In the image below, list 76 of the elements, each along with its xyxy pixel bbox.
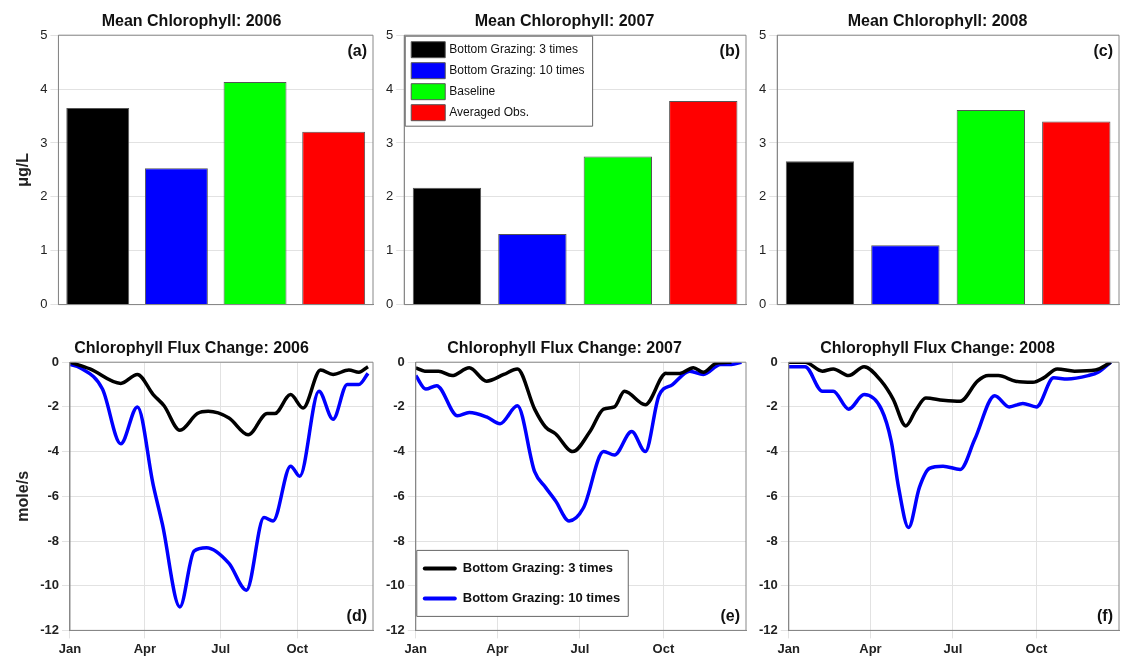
annotation: (d) xyxy=(346,606,367,624)
x-tick-label: Oct xyxy=(652,640,675,656)
annotation: (a) xyxy=(347,41,367,59)
chart-title: Mean Chlorophyll: 2006 xyxy=(101,12,282,30)
y-tick-label: 3 xyxy=(386,134,394,150)
x-tick-label: Oct xyxy=(286,640,309,656)
legend-label: Bottom Grazing: 10 times xyxy=(449,63,585,78)
y-tick-label: 4 xyxy=(40,80,48,96)
y-tick-label: 5 xyxy=(759,26,767,42)
y-tick-label: 4 xyxy=(759,80,767,96)
x-tick-label: Oct xyxy=(1025,640,1048,656)
y-tick-label: 0 xyxy=(397,353,405,369)
y-tick-label: -12 xyxy=(40,621,59,637)
y-axis-title: mole/s xyxy=(14,470,32,522)
y-tick-label: -2 xyxy=(766,398,778,414)
x-tick-label: Jan xyxy=(58,640,82,656)
y-tick-label: -2 xyxy=(393,398,405,414)
x-tick-label: Jul xyxy=(211,640,231,656)
line-series xyxy=(788,362,1113,530)
line-series xyxy=(788,362,1113,428)
y-tick-label: 2 xyxy=(386,188,394,204)
y-tick-label: -6 xyxy=(766,487,778,503)
y-tick-label: -8 xyxy=(47,532,59,548)
y-tick-label: -4 xyxy=(47,443,60,459)
legend-label: Averaged Obs. xyxy=(449,105,530,120)
y-tick-label: 5 xyxy=(40,26,48,42)
line-series xyxy=(415,362,734,454)
y-tick-label: 0 xyxy=(770,353,778,369)
y-tick-label: -12 xyxy=(758,621,778,637)
y-tick-label: -10 xyxy=(40,577,59,593)
y-tick-label: 0 xyxy=(40,296,48,312)
legend-label: Bottom Grazing: 3 times xyxy=(449,42,578,57)
y-tick-label: 5 xyxy=(386,26,394,42)
y-axis-title: μg/L xyxy=(14,152,32,187)
y-tick-label: -6 xyxy=(393,487,405,503)
y-tick-label: 0 xyxy=(386,296,394,312)
line-series xyxy=(69,362,370,437)
y-tick-label: 3 xyxy=(759,134,767,150)
x-tick-label: Jul xyxy=(570,640,590,656)
annotation: (b) xyxy=(719,41,740,59)
x-tick-label: Apr xyxy=(859,640,882,656)
annotation: (e) xyxy=(720,606,740,624)
chart-title: Mean Chlorophyll: 2007 xyxy=(474,12,655,30)
legend-label: Bottom Grazing: 3 times xyxy=(462,559,614,575)
line-series xyxy=(69,362,370,609)
y-tick-label: -10 xyxy=(385,577,405,593)
annotation: (f) xyxy=(1097,606,1113,624)
chart-title: Chlorophyll Flux Change: 2006 xyxy=(74,339,309,357)
y-tick-label: 3 xyxy=(40,134,48,150)
legend-label: Baseline xyxy=(449,84,496,99)
y-tick-label: 2 xyxy=(759,188,767,204)
y-tick-label: -4 xyxy=(393,443,406,459)
legend-label: Bottom Grazing: 10 times xyxy=(462,589,621,605)
chart-title: Chlorophyll Flux Change: 2007 xyxy=(447,339,682,357)
y-tick-label: -12 xyxy=(385,621,405,637)
y-tick-label: 1 xyxy=(40,242,48,258)
x-tick-label: Jul xyxy=(943,640,963,656)
y-tick-label: -8 xyxy=(766,532,778,548)
x-tick-label: Apr xyxy=(133,640,157,656)
y-tick-label: -4 xyxy=(766,443,779,459)
y-tick-label: 4 xyxy=(386,80,394,96)
x-tick-label: Apr xyxy=(486,640,509,656)
annotation: (c) xyxy=(1093,41,1113,59)
y-tick-label: 0 xyxy=(759,296,767,312)
y-tick-label: -10 xyxy=(758,577,778,593)
y-tick-label: 1 xyxy=(759,242,767,258)
y-tick-label: -8 xyxy=(393,532,405,548)
y-tick-label: 0 xyxy=(51,353,59,369)
y-tick-label: -6 xyxy=(47,487,59,503)
y-tick-label: 1 xyxy=(386,242,394,258)
y-tick-label: 2 xyxy=(40,188,48,204)
x-tick-label: Jan xyxy=(777,640,801,656)
y-tick-label: -2 xyxy=(47,398,59,414)
chart-title: Chlorophyll Flux Change: 2008 xyxy=(820,339,1055,357)
chart-title: Mean Chlorophyll: 2008 xyxy=(847,12,1028,30)
x-tick-label: Jan xyxy=(404,640,428,656)
